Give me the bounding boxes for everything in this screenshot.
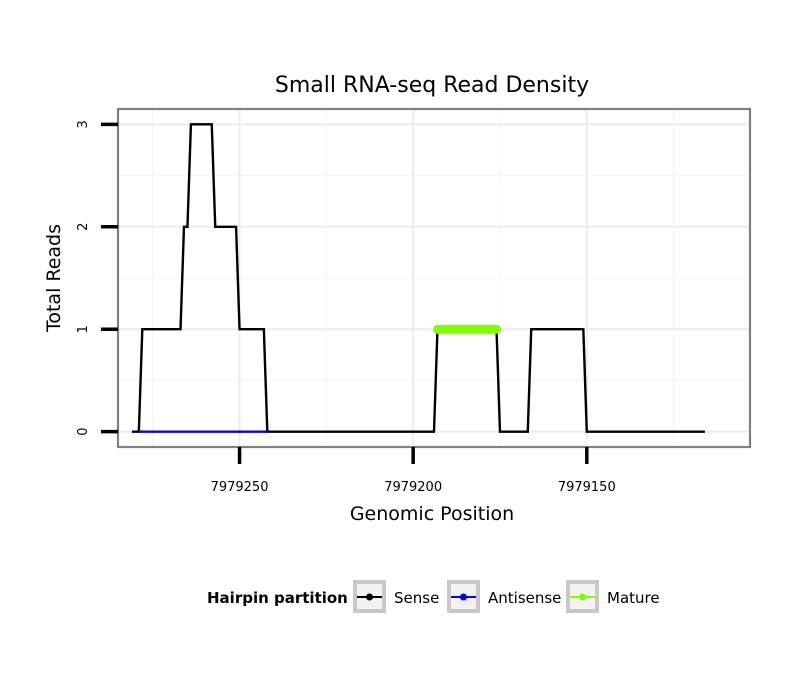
y-tick-label: 1 (76, 325, 91, 333)
chart-title: Small RNA-seq Read Density (275, 73, 589, 98)
series-layer (131, 123, 705, 433)
plot-panel (116, 107, 752, 449)
panel-border (116, 107, 752, 449)
y-axis-title: Total Reads (43, 224, 65, 333)
legend-label-mature: Mature (607, 589, 660, 607)
legend-item-sense: Sense (353, 580, 439, 613)
legend-item-mature: Mature (566, 580, 660, 613)
y-tick-label: 2 (76, 223, 91, 231)
y-tick-label: 0 (76, 427, 91, 435)
legend-label-antisense: Antisense (488, 589, 561, 607)
legend-point-antisense (460, 593, 467, 601)
legend: Hairpin partition Sense Antisense Mature (207, 580, 660, 613)
series-line-sense (131, 123, 705, 433)
legend-point-mature (579, 593, 586, 601)
legend-item-antisense: Antisense (447, 580, 561, 613)
legend-point-sense (366, 593, 373, 601)
y-axis: 0 1 2 3 (76, 120, 118, 436)
x-tick-label: 7979200 (384, 480, 442, 495)
x-tick-label: 7979150 (558, 480, 616, 495)
y-tick-label: 3 (76, 120, 91, 128)
legend-title: Hairpin partition (207, 589, 348, 607)
x-axis-title: Genomic Position (350, 503, 514, 525)
legend-label-sense: Sense (394, 589, 439, 607)
x-axis: 7979250 7979200 7979150 (211, 447, 616, 495)
x-tick-label: 7979250 (211, 480, 269, 495)
